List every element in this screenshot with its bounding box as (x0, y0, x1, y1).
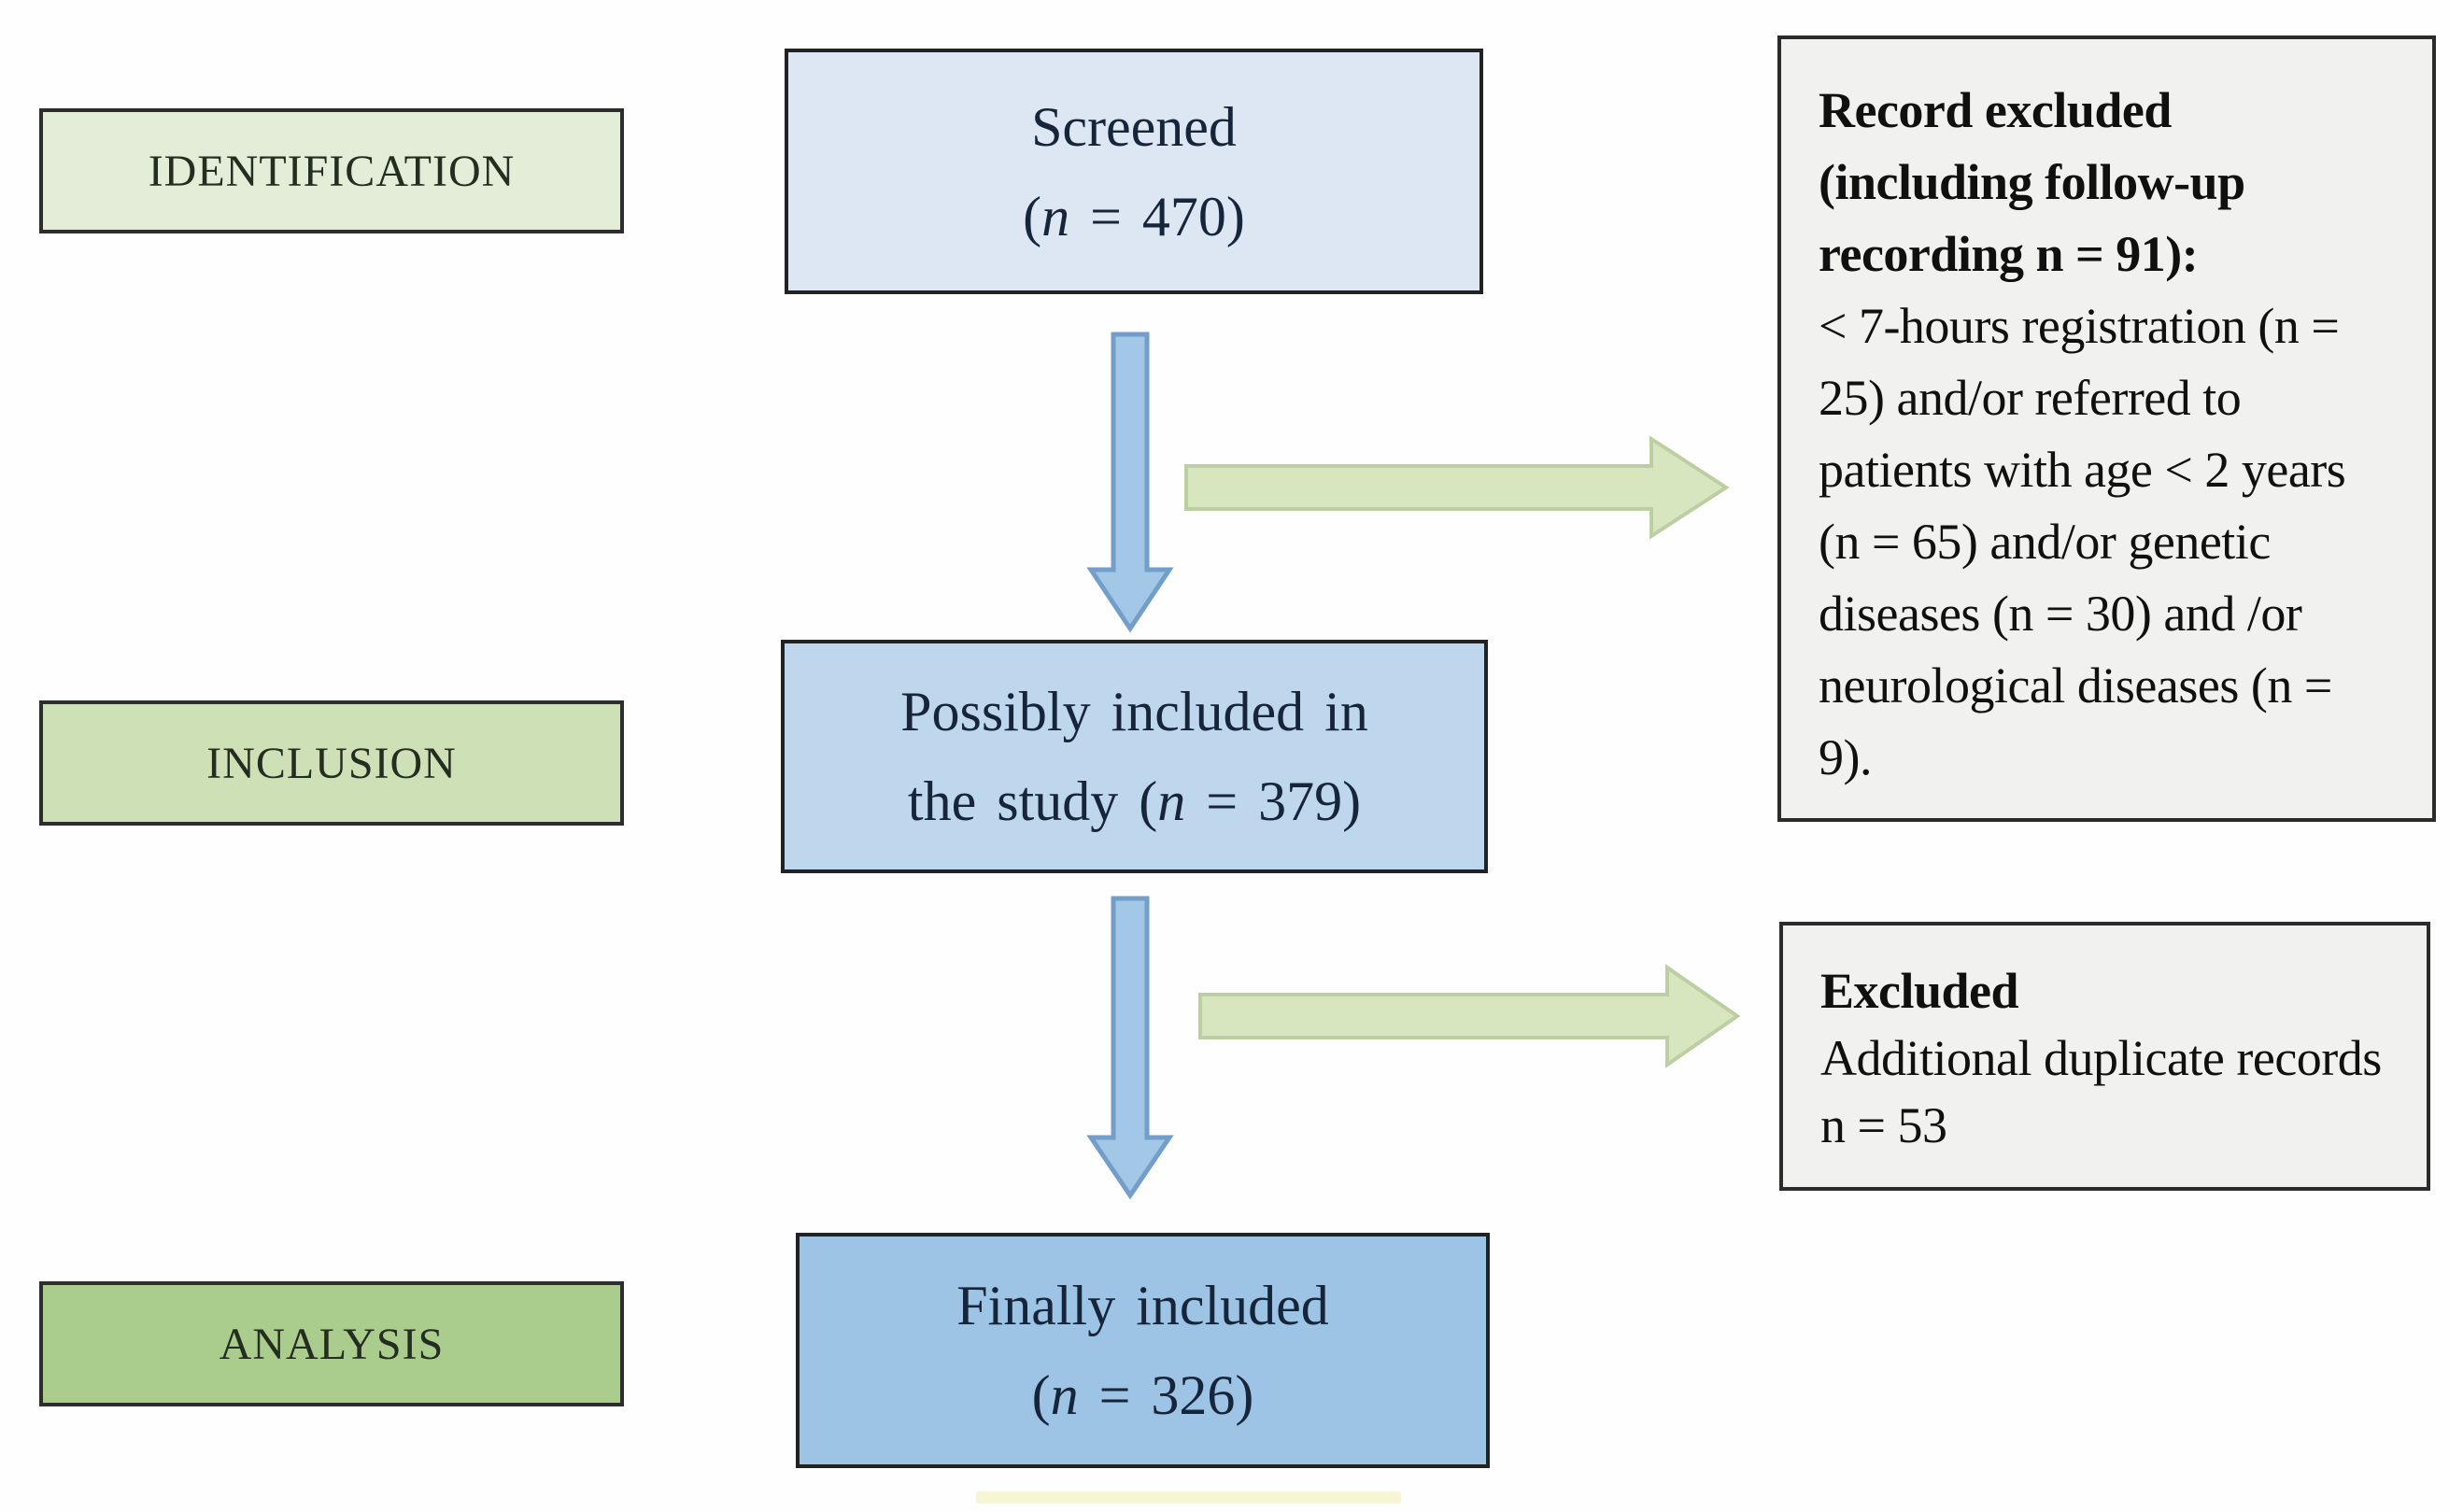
node-finally-title: Finally included (956, 1275, 1329, 1336)
exclusion-duplicate-heading: Excluded (1820, 963, 2019, 1019)
down-arrow-possibly-to-finally-icon (1086, 896, 1174, 1200)
stage-inclusion-label: INCLUSION (206, 738, 457, 788)
node-finally-included: Finally included (n = 326) (796, 1233, 1490, 1468)
exclusion-record-box: Record excluded (including follow-up rec… (1777, 35, 2436, 822)
node-possibly-title: Possibly included in (900, 681, 1368, 742)
stage-analysis-label: ANALYSIS (219, 1319, 445, 1369)
stage-identification-label: IDENTIFICATION (148, 146, 516, 196)
exclusion-record-heading: Record excluded (including follow-up rec… (1819, 82, 2245, 282)
down-arrow-screened-to-possibly-icon (1086, 332, 1174, 633)
exclusion-record-details: < 7-hours registration (n = 25) and/or r… (1819, 298, 2346, 785)
stage-inclusion-box: INCLUSION (39, 700, 624, 826)
stage-identification-box: IDENTIFICATION (39, 108, 624, 233)
node-screened-title: Screened (1031, 95, 1237, 158)
node-screened-count: (n = 470) (1023, 185, 1245, 247)
highlight-line (976, 1491, 1401, 1504)
node-finally-count: (n = 326) (1031, 1364, 1254, 1426)
stage-analysis-box: ANALYSIS (39, 1281, 624, 1406)
node-possibly-included: Possibly included in the study (n = 379) (781, 640, 1488, 873)
node-screened: Screened (n = 470) (785, 49, 1483, 294)
right-arrow-to-excluded-icon (1198, 964, 1741, 1068)
node-possibly-count: the study (n = 379) (907, 770, 1362, 832)
exclusion-duplicate-details: Additional duplicate records n = 53 (1820, 1030, 2382, 1153)
right-arrow-to-record-excluded-icon (1184, 435, 1730, 540)
exclusion-duplicate-box: Excluded Additional duplicate records n … (1779, 922, 2430, 1191)
